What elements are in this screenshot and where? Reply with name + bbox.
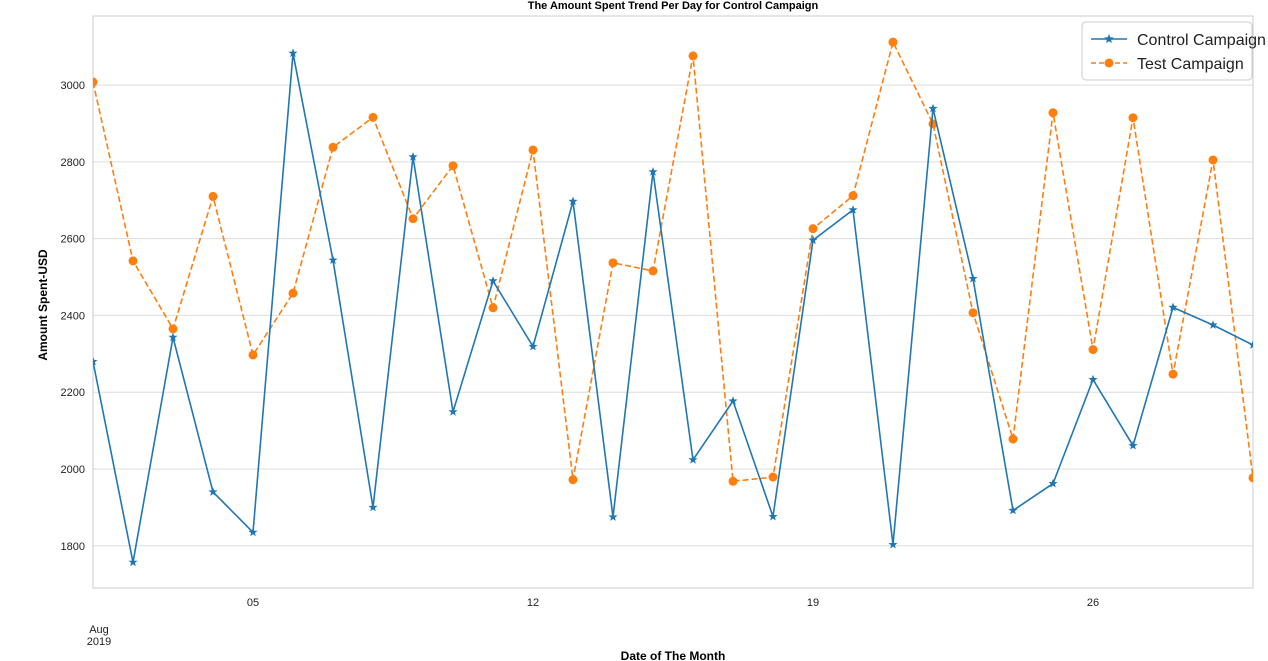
series-test-campaign xyxy=(93,37,1253,486)
chart-title: The Amount Spent Trend Per Day for Contr… xyxy=(528,0,819,12)
data-point-control-campaign xyxy=(888,539,898,549)
y-tick-label: 2200 xyxy=(61,387,85,399)
data-point-test-campaign xyxy=(1248,473,1253,483)
data-point-test-campaign xyxy=(608,258,618,268)
x-tick-label: 05 xyxy=(247,597,259,609)
data-point-control-campaign xyxy=(1248,340,1253,349)
data-point-control-campaign xyxy=(448,407,458,416)
data-point-test-campaign xyxy=(368,112,378,122)
data-point-control-campaign xyxy=(648,167,658,176)
data-point-test-campaign xyxy=(528,145,538,155)
x-origin-month-label: Aug xyxy=(89,624,109,636)
x-axis-label: Date of The Month xyxy=(621,649,726,661)
data-point-test-campaign xyxy=(288,288,298,298)
data-point-test-campaign xyxy=(648,266,658,276)
data-point-control-campaign xyxy=(728,396,738,405)
data-point-test-campaign xyxy=(688,51,698,61)
y-tick-label: 3000 xyxy=(61,80,85,92)
data-point-control-campaign xyxy=(93,356,98,366)
data-point-test-campaign xyxy=(968,308,978,318)
data-point-control-campaign xyxy=(768,511,778,521)
data-point-test-campaign xyxy=(888,37,898,47)
data-point-control-campaign xyxy=(608,512,618,521)
x-axis-ticks: 05 12 19 26 xyxy=(247,597,1099,609)
data-point-control-campaign xyxy=(928,103,938,113)
data-point-test-campaign xyxy=(1088,345,1098,355)
x-tick-label: 19 xyxy=(807,597,819,609)
y-tick-label: 2400 xyxy=(61,310,85,322)
data-point-test-campaign xyxy=(1128,113,1138,123)
y-axis-label: Amount Spent-USD xyxy=(36,249,50,361)
series-control-campaign xyxy=(93,48,1253,567)
series-line-control-campaign xyxy=(93,53,1253,563)
data-point-test-campaign xyxy=(808,224,818,234)
data-point-test-campaign xyxy=(728,476,738,486)
data-point-test-campaign xyxy=(1168,369,1178,379)
data-point-test-campaign xyxy=(168,324,178,334)
data-point-test-campaign xyxy=(328,142,338,152)
series-line-test-campaign xyxy=(93,39,1253,483)
data-point-test-campaign xyxy=(1048,108,1058,118)
data-point-control-campaign xyxy=(1048,478,1058,488)
y-tick-label: 1800 xyxy=(61,541,85,553)
legend: Control Campaign Test Campaign xyxy=(1081,21,1266,81)
data-point-control-campaign xyxy=(688,455,698,464)
x-tick-label: 12 xyxy=(527,597,539,609)
data-point-control-campaign xyxy=(1008,505,1018,515)
data-point-test-campaign xyxy=(1208,155,1218,165)
data-point-control-campaign xyxy=(248,527,258,537)
data-point-control-campaign xyxy=(1088,374,1098,384)
x-origin-year-label: 2019 xyxy=(87,636,111,648)
data-point-control-campaign xyxy=(408,152,418,161)
legend-marker-test xyxy=(1104,58,1114,68)
data-point-test-campaign xyxy=(848,191,858,201)
y-tick-label: 2600 xyxy=(61,234,85,246)
data-point-test-campaign xyxy=(768,472,778,482)
data-point-test-campaign xyxy=(128,256,138,266)
data-point-control-campaign xyxy=(968,273,978,283)
data-point-control-campaign xyxy=(288,48,298,58)
data-point-control-campaign xyxy=(328,255,338,264)
data-point-control-campaign xyxy=(848,205,858,214)
data-point-control-campaign xyxy=(128,557,138,567)
data-point-test-campaign xyxy=(93,77,98,87)
data-point-control-campaign xyxy=(1168,302,1178,312)
y-tick-label: 2800 xyxy=(61,157,85,169)
data-point-control-campaign xyxy=(368,502,378,512)
y-tick-label: 2000 xyxy=(61,464,85,476)
legend-marker-control xyxy=(1104,34,1114,43)
series-layer xyxy=(93,37,1253,567)
data-point-test-campaign xyxy=(208,191,218,201)
data-point-test-campaign xyxy=(248,350,258,360)
data-point-test-campaign xyxy=(488,303,498,313)
data-point-control-campaign xyxy=(568,196,578,206)
data-point-test-campaign xyxy=(1008,434,1018,444)
data-point-test-campaign xyxy=(408,214,418,224)
data-point-control-campaign xyxy=(1208,320,1218,329)
y-axis-ticks: 1800 2000 2200 2400 2600 2800 3000 xyxy=(61,80,85,553)
data-point-control-campaign xyxy=(168,332,178,342)
data-point-control-campaign xyxy=(208,487,218,496)
legend-label-test: Test Campaign xyxy=(1137,56,1244,73)
x-tick-label: 26 xyxy=(1087,597,1099,609)
data-point-control-campaign xyxy=(488,276,498,285)
data-point-control-campaign xyxy=(808,235,818,245)
data-point-test-campaign xyxy=(448,161,458,171)
data-point-control-campaign xyxy=(1128,440,1138,450)
data-point-control-campaign xyxy=(528,341,538,351)
plot-area xyxy=(92,15,1254,589)
data-point-test-campaign xyxy=(568,475,578,485)
legend-label-control: Control Campaign xyxy=(1137,32,1266,49)
